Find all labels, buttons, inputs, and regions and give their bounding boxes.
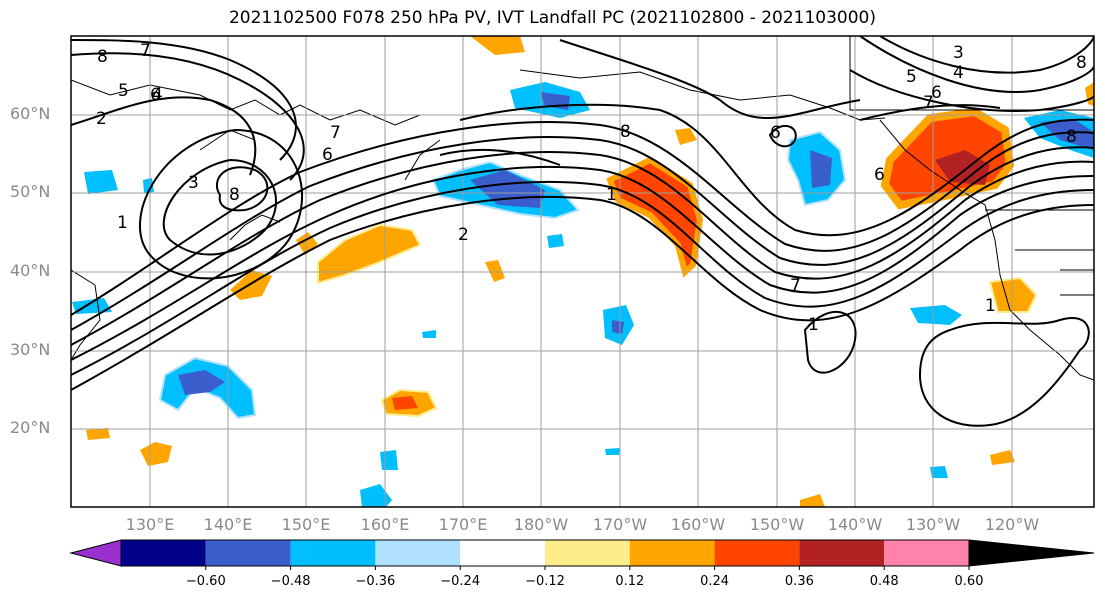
- contour-label: 3: [953, 43, 964, 63]
- lon-label-160w: 160°W: [670, 515, 726, 534]
- contour-label: 8: [620, 122, 631, 142]
- colorbar-tick-label: 0.60: [954, 574, 984, 589]
- contour-label: 5: [118, 81, 129, 101]
- contour-label: 8: [1066, 127, 1077, 147]
- lon-label-170e: 170°E: [438, 515, 488, 534]
- contour-label: 4: [152, 85, 163, 105]
- lon-label-160e: 160°E: [360, 515, 410, 534]
- contour-label: 2: [96, 109, 107, 129]
- lat-label-60n: 60°N: [10, 104, 51, 123]
- lon-label-180w: 180°W: [513, 515, 569, 534]
- colorbar-tick-label: 0.48: [869, 574, 899, 589]
- colorbar-tick-label: −0.48: [270, 574, 311, 589]
- lat-label-50n: 50°N: [10, 182, 51, 201]
- contour-label: 5: [906, 67, 917, 87]
- lon-label-140e: 140°E: [203, 515, 253, 534]
- contour-label: 7: [790, 276, 801, 296]
- lat-label-20n: 20°N: [10, 418, 51, 437]
- colorbar-segment: [205, 540, 291, 566]
- map-title: 2021102500 F078 250 hPa PV, IVT Landfall…: [228, 8, 876, 28]
- colorbar-segment: [799, 540, 885, 566]
- colorbar-tick-label: −0.24: [440, 574, 481, 589]
- colorbar-tick-label: −0.36: [355, 574, 396, 589]
- colorbar: [69, 539, 1095, 570]
- colorbar-segment: [884, 540, 969, 566]
- positive-pv-anomalies: [86, 36, 1094, 507]
- lon-label-150w: 150°W: [749, 515, 805, 534]
- colorbar-segment: [545, 540, 630, 566]
- contour-label: 1: [117, 213, 128, 233]
- colorbar-tick-label: −0.12: [525, 574, 565, 589]
- colorbar-segment: [714, 540, 800, 566]
- lon-label-130w: 130°W: [905, 515, 961, 534]
- lon-label-120w: 120°W: [984, 515, 1040, 534]
- negative-pv-anomalies: [72, 82, 1094, 507]
- contour-label: 6: [770, 123, 781, 143]
- contour-label: 1: [606, 185, 617, 205]
- contour-label: 2: [458, 225, 469, 245]
- map-frame: [70, 35, 1095, 508]
- colorbar-extend-min: [69, 539, 122, 567]
- lon-label-150e: 150°E: [281, 515, 331, 534]
- colorbar-tick-label: 0.12: [615, 574, 645, 589]
- colorbar-tick-label: 0.24: [700, 574, 730, 589]
- contour-label-group: 8 7 6 5 4 2 1 3 7 6 8 2 1 6 8 7 1 1 6 3 …: [96, 41, 1087, 335]
- contour-label: 8: [1076, 53, 1087, 73]
- coastlines: [71, 36, 1094, 381]
- contour-label: 7: [140, 41, 151, 61]
- contour-label: 6: [322, 145, 333, 165]
- graticule: [71, 36, 1094, 507]
- contour-label: 6: [931, 83, 942, 103]
- colorbar-segment: [460, 540, 545, 566]
- colorbar-segment: [290, 540, 376, 566]
- contour-label: 1: [808, 315, 819, 335]
- contour-label: 7: [923, 93, 934, 113]
- lat-label-30n: 30°N: [10, 340, 51, 359]
- contour-label: 1: [985, 296, 996, 316]
- contour-label: 8: [229, 185, 240, 205]
- lon-label-140w: 140°W: [827, 515, 883, 534]
- contour-label: 8: [97, 47, 108, 67]
- lon-label-130e: 130°E: [125, 515, 175, 534]
- pv-contours: [71, 36, 1094, 427]
- colorbar-tick-label: 0.36: [784, 574, 814, 589]
- contour-label: 7: [330, 123, 341, 143]
- contour-label: 4: [953, 63, 964, 83]
- lon-label-170w: 170°W: [592, 515, 648, 534]
- colorbar-segment: [629, 540, 715, 566]
- colorbar-tick-label: −0.60: [185, 574, 226, 589]
- contour-label: 3: [188, 173, 199, 193]
- lat-label-40n: 40°N: [10, 261, 51, 280]
- colorbar-segment: [375, 540, 461, 566]
- contour-label: 6: [874, 165, 885, 185]
- colorbar-extend-max: [968, 539, 1095, 567]
- colorbar-segment: [121, 540, 206, 566]
- contour-label: 6: [150, 85, 161, 105]
